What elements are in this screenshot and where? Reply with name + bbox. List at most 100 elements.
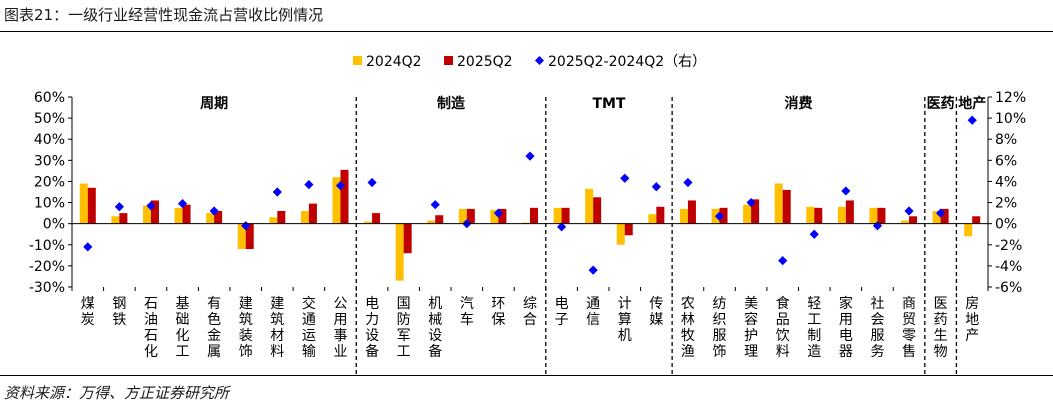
point-diff	[556, 222, 567, 232]
y-left-tick-label: 40%	[34, 132, 65, 148]
point-diff	[177, 199, 188, 209]
legend-swatch	[444, 56, 453, 65]
bar-2024q2	[679, 208, 688, 224]
bar-2024q2	[332, 177, 341, 224]
x-tick-label: 国防军工	[397, 296, 411, 360]
chart-title: 图表21：一级行业经营性现金流占营收比例情况	[4, 6, 324, 24]
point-diff	[588, 265, 598, 275]
bar-2025q2	[403, 223, 412, 254]
bar-2024q2	[932, 211, 941, 224]
x-tick-label: 美容护理	[744, 296, 758, 360]
y-left-tick-label: 60%	[34, 90, 65, 106]
point-diff	[967, 115, 977, 125]
bar-2025q2	[972, 216, 981, 224]
x-tick-label: 计算机	[618, 296, 632, 344]
point-diff	[146, 201, 156, 211]
y-right-tick-label: -2%	[995, 238, 1022, 254]
bar-2025q2	[782, 189, 791, 224]
x-tick-label: 有色金属	[207, 296, 221, 360]
bar-2025q2	[877, 207, 886, 224]
x-tick-label: 基础化工	[176, 295, 190, 360]
bar-2024q2	[142, 205, 151, 224]
source-note: 资料来源：万得、方正证券研究所	[4, 384, 230, 402]
bar-2025q2	[214, 211, 223, 224]
group-label: 医药	[927, 95, 955, 112]
legend-label: 2025Q2-2024Q2（右）	[548, 54, 706, 70]
bar-2025q2	[593, 197, 602, 224]
x-tick-label: 电力设备	[365, 296, 379, 360]
x-tick-label: 机械设备	[428, 296, 442, 360]
x-tick-label: 电子	[555, 296, 569, 328]
legend-swatch	[353, 56, 362, 65]
bar-2025q2	[561, 207, 570, 224]
bar-2025q2	[277, 211, 286, 224]
x-tick-label: 环保	[491, 296, 505, 328]
bar-2025q2	[498, 208, 507, 224]
title-rule	[0, 31, 1053, 32]
x-tick-label: 建筑材料	[270, 296, 284, 360]
y-right-tick-label: 8%	[995, 132, 1017, 148]
bar-2025q2	[940, 208, 949, 224]
bar-2024q2	[364, 221, 373, 224]
legend-label: 2025Q2	[457, 54, 513, 70]
bar-2024q2	[237, 223, 246, 249]
x-tick-label: 农林牧渔	[681, 296, 695, 360]
group-label: 制造	[437, 95, 465, 112]
x-tick-label: 房地产	[965, 296, 979, 344]
point-diff	[778, 256, 788, 266]
bar-2025q2	[814, 207, 823, 224]
bar-2024q2	[458, 208, 467, 224]
x-tick-label: 医药生物	[934, 296, 948, 360]
point-diff	[367, 177, 377, 188]
y-right-tick-label: 6%	[995, 153, 1017, 169]
y-left-tick-label: -20%	[29, 259, 65, 275]
point-diff	[714, 211, 725, 221]
bar-2025q2	[87, 187, 96, 224]
bar-2024q2	[774, 183, 783, 224]
y-right-tick-label: 0%	[995, 217, 1017, 233]
point-diff	[651, 182, 661, 192]
point-diff	[493, 208, 504, 218]
legend-swatch	[535, 56, 544, 65]
y-left-tick-label: 50%	[34, 111, 65, 127]
bar-2025q2	[435, 215, 444, 224]
chart-bars	[79, 169, 981, 281]
y-right-tick-label: 2%	[995, 196, 1017, 212]
point-diff	[335, 181, 346, 191]
y-right-tick-label: 12%	[995, 90, 1026, 106]
group-label: TMT	[592, 96, 625, 112]
x-tick-label: 钢铁	[112, 296, 126, 328]
bar-2024q2	[585, 188, 594, 224]
chart-points	[83, 115, 977, 275]
point-diff	[620, 173, 630, 183]
x-tick-label: 煤炭	[81, 296, 95, 328]
x-tick-label: 轻工制造	[807, 296, 821, 360]
bar-2025q2	[245, 223, 254, 249]
bar-2025q2	[150, 200, 159, 224]
point-diff	[683, 177, 693, 188]
point-diff	[904, 206, 914, 216]
bar-2025q2	[624, 223, 633, 236]
x-tick-label: 食品饮料	[776, 295, 790, 360]
x-tick-label: 社会服务	[870, 296, 884, 360]
bar-2025q2	[466, 208, 475, 224]
point-diff	[746, 197, 756, 208]
bar-2025q2	[909, 216, 918, 224]
bar-2025q2	[751, 199, 760, 224]
bar-2025q2	[656, 206, 665, 224]
bar-2024q2	[427, 220, 436, 224]
y-left-tick-label: 30%	[34, 153, 65, 169]
x-tick-label: 纺织服饰	[713, 296, 727, 360]
y-left-tick-label: 20%	[34, 174, 65, 190]
x-tick-label: 交通运输	[302, 295, 316, 360]
bar-2024q2	[206, 213, 215, 224]
bar-2024q2	[269, 217, 278, 224]
point-diff	[841, 186, 851, 196]
bar-2024q2	[964, 223, 973, 237]
x-tick-label: 汽车	[460, 296, 474, 328]
point-diff	[114, 202, 124, 212]
x-tick-label: 建筑装饰	[239, 296, 253, 360]
x-tick-label: 家用电器	[839, 295, 853, 360]
chart-axes: -30% -20% -10% 0% 10% 20% 30% 40% 50% 60% -6% -4% -2…	[29, 90, 1026, 374]
bar-2024q2	[648, 214, 657, 224]
